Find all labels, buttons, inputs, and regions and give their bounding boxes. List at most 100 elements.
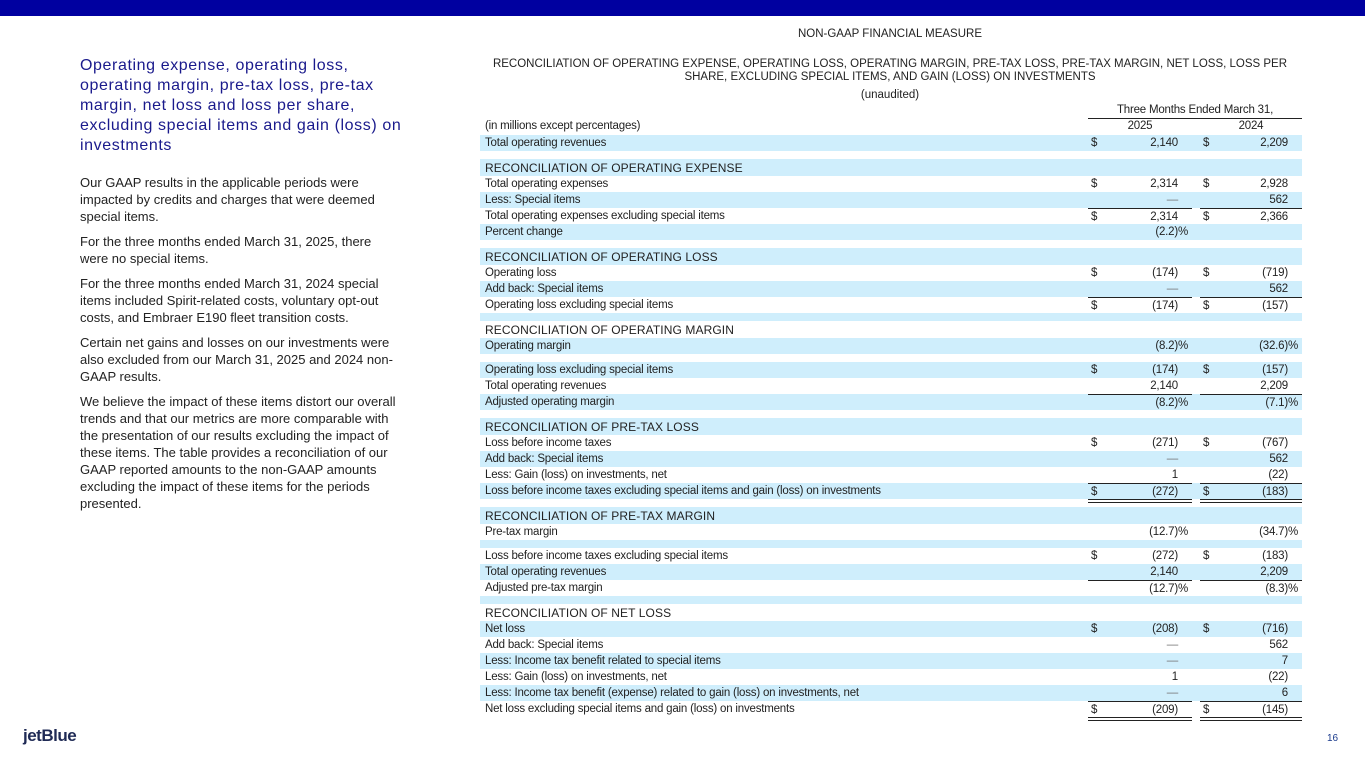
- value-2025: (8.2)%: [1088, 394, 1192, 410]
- value-2025: (8.2)%: [1088, 338, 1192, 354]
- amount: 562: [1269, 194, 1288, 206]
- amount: 2,209: [1260, 380, 1288, 392]
- spacer-row: [480, 240, 1302, 248]
- table-row: Pre-tax margin (12.7)% (34.7)%: [480, 524, 1302, 540]
- row-label: Percent change: [485, 226, 563, 238]
- table-row: Net loss $ (208) $ (716): [480, 621, 1302, 637]
- value-2024: (8.3)%: [1200, 580, 1302, 596]
- spacer-row: [480, 540, 1302, 548]
- amount: (767): [1262, 437, 1288, 449]
- value-2024: $2,366: [1200, 208, 1302, 228]
- amount: 562: [1269, 453, 1288, 465]
- amount: —: [1166, 194, 1179, 206]
- currency-symbol: $: [1091, 178, 1098, 190]
- row-label: Operating loss: [485, 267, 557, 279]
- table-row: Loss before income taxes excluding speci…: [480, 483, 1302, 503]
- spacer-row: [480, 499, 1302, 507]
- row-label: Add back: Special items: [485, 453, 604, 465]
- table-row: Less: Income tax benefit related to spec…: [480, 653, 1302, 669]
- value-2025: 1: [1088, 669, 1192, 685]
- value-2024: (22): [1200, 669, 1302, 685]
- value-2024: 2,209: [1200, 378, 1302, 394]
- currency-symbol: $: [1091, 300, 1098, 312]
- row-label: Operating loss excluding special items: [485, 299, 673, 311]
- amount: (272): [1152, 550, 1178, 562]
- period-header: Three Months Ended March 31,: [1088, 102, 1302, 119]
- page-number: 16: [1327, 733, 1339, 744]
- row-label: Less: Special items: [485, 194, 581, 206]
- value-2025: (12.7)%: [1088, 580, 1192, 596]
- amount: (34.7): [1259, 526, 1288, 538]
- row-label: Net loss excluding special items and gai…: [485, 703, 795, 715]
- amount: 2,140: [1150, 380, 1178, 392]
- value-2025: —: [1088, 637, 1192, 653]
- value-2025: $2,314: [1088, 208, 1192, 228]
- value-2025: $ (208): [1088, 621, 1192, 637]
- amount: 562: [1269, 283, 1288, 295]
- row-label: Adjusted operating margin: [485, 396, 615, 408]
- row-label: Add back: Special items: [485, 639, 604, 651]
- column-header-row: (in millions except percentages) 2025 20…: [480, 118, 1302, 135]
- value-2024: [1200, 224, 1302, 240]
- section-title: RECONCILIATION OF NET LOSS: [485, 606, 672, 620]
- paragraph: Certain net gains and losses on our inve…: [80, 335, 393, 384]
- table-row: Operating loss $ (174) $ (719): [480, 265, 1302, 281]
- value-2024: (32.6)%: [1200, 338, 1302, 354]
- amount: (12.7): [1149, 583, 1178, 595]
- amount: 2,209: [1260, 137, 1288, 149]
- currency-symbol: $: [1091, 364, 1098, 376]
- value-2025: $ (174): [1088, 265, 1192, 281]
- left-panel: Operating expense, operating loss, opera…: [80, 56, 402, 520]
- currency-symbol: $: [1091, 437, 1098, 449]
- reconciliation-table: Three Months Ended March 31, (in million…: [480, 102, 1302, 721]
- amount: 562: [1269, 639, 1288, 651]
- unaudited-label: (unaudited): [860, 89, 920, 101]
- row-label: Operating loss excluding special items: [485, 364, 673, 376]
- section-title: RECONCILIATION OF OPERATING EXPENSE: [485, 161, 743, 175]
- amount: 6: [1281, 687, 1288, 699]
- table-row: Net loss excluding special items and gai…: [480, 701, 1302, 721]
- row-label: Less: Gain (loss) on investments, net: [485, 469, 667, 481]
- section-title: RECONCILIATION OF PRE-TAX MARGIN: [485, 509, 716, 523]
- value-2025: 1: [1088, 467, 1192, 483]
- currency-symbol: $: [1091, 623, 1098, 635]
- spacer-row: [480, 410, 1302, 418]
- currency-symbol: $: [1091, 486, 1098, 498]
- currency-symbol: $: [1091, 267, 1098, 279]
- percent-sign: %: [1177, 397, 1188, 409]
- table-title: RECONCILIATION OF OPERATING EXPENSE, OPE…: [492, 58, 1288, 83]
- currency-symbol: $: [1203, 300, 1210, 312]
- value-2025: $ (272): [1088, 483, 1192, 503]
- table-row: Adjusted operating margin (8.2)% (7.1)%: [480, 394, 1302, 410]
- amount: 2,366: [1260, 211, 1288, 223]
- amount: —: [1166, 655, 1179, 667]
- top-bar: [0, 0, 1365, 16]
- section-header-row: RECONCILIATION OF OPERATING LOSS: [480, 248, 1302, 265]
- paragraph: For the three months ended March 31, 202…: [80, 234, 372, 266]
- amount: 2,928: [1260, 178, 1288, 190]
- amount: (208): [1152, 623, 1178, 635]
- currency-symbol: $: [1203, 364, 1210, 376]
- amount: (32.6): [1259, 340, 1288, 352]
- row-label: Total operating revenues: [485, 137, 607, 149]
- amount: (8.2): [1155, 397, 1178, 409]
- amount: (157): [1262, 364, 1288, 376]
- section-header-row: RECONCILIATION OF PRE-TAX LOSS: [480, 418, 1302, 435]
- spacer-row: [480, 596, 1302, 604]
- value-2024: $ (719): [1200, 265, 1302, 281]
- amount: —: [1166, 453, 1179, 465]
- value-2024: 6: [1200, 685, 1302, 701]
- amount: (7.1): [1265, 397, 1288, 409]
- amount: 1: [1171, 469, 1178, 481]
- table-row: Total operating revenues 2,140 2,209: [480, 564, 1302, 580]
- amount: 2,140: [1150, 566, 1178, 578]
- value-2024: 2,209: [1200, 564, 1302, 580]
- row-label: Total operating revenues: [485, 566, 607, 578]
- row-label: Total operating expenses: [485, 178, 609, 190]
- value-2024: $ (183): [1200, 548, 1302, 564]
- paragraph: We believe the impact of these items dis…: [80, 394, 396, 511]
- value-2025: $ (272): [1088, 548, 1192, 564]
- amount: (157): [1262, 300, 1288, 312]
- currency-symbol: $: [1203, 623, 1210, 635]
- section-title: RECONCILIATION OF OPERATING LOSS: [485, 250, 718, 264]
